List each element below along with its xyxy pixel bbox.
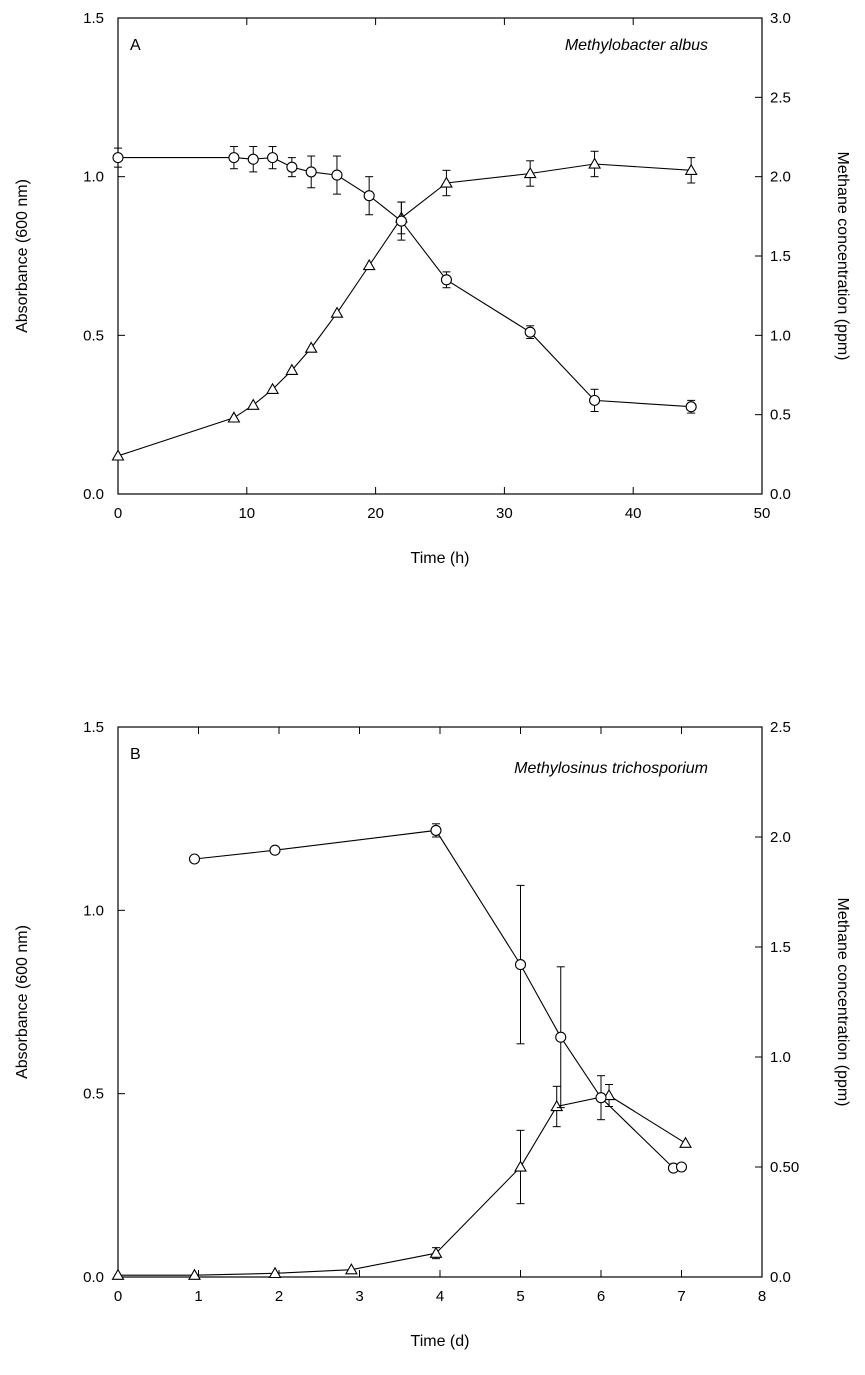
- circle-point: [440, 274, 452, 286]
- triangle-point: [588, 157, 602, 169]
- triangle-point: [684, 163, 698, 175]
- circle-point: [286, 161, 298, 173]
- y-right-tick-label: 1.5: [770, 248, 791, 265]
- triangle-point: [111, 1268, 125, 1280]
- triangle-point: [439, 176, 453, 188]
- circle-series-line: [194, 829, 682, 1169]
- y-right-tick-label: 0.0: [770, 486, 791, 503]
- x-tick-label: 3: [355, 1288, 363, 1305]
- triangle-point: [514, 1160, 527, 1172]
- x-tick-label: 1: [194, 1288, 202, 1305]
- y-right-tick-label: 1.0: [770, 327, 791, 344]
- triangle-point: [111, 449, 125, 461]
- plot-frame: [117, 726, 763, 1278]
- y-axis-right-title: Methane concentration (ppm): [834, 152, 851, 361]
- axis-ticks: 0 1 2 3 4 5 6 7 80.00.51.01.50.00.501.01.52.02.5: [83, 719, 799, 1305]
- circle-point: [524, 326, 536, 338]
- circle-point: [589, 394, 601, 406]
- triangle-series-line: [118, 1094, 686, 1276]
- circle-series-line: [118, 157, 692, 408]
- x-tick-label: 0: [114, 505, 122, 522]
- axis-ticks: 0 10 20 30 40 50 0.0 0.5 1.0 1.5 0.0 0.5 1.0 1.5 2.0 2.…: [83, 10, 791, 522]
- triangle-point: [246, 398, 260, 410]
- triangle-point: [429, 1246, 443, 1258]
- y-left-tick-label: 1.5: [83, 10, 104, 27]
- circle-point: [112, 152, 124, 164]
- plot-frame: [117, 17, 763, 495]
- circle-point: [363, 190, 375, 202]
- x-tick-label: 50: [754, 505, 771, 522]
- triangle-point: [550, 1099, 564, 1112]
- triangle-point: [330, 306, 344, 318]
- x-axis-title: Time (h): [411, 550, 470, 567]
- x-tick-label: 2: [275, 1288, 283, 1305]
- circle-point: [267, 152, 279, 164]
- y-right-tick-label: 1.5: [770, 939, 791, 956]
- x-tick-label: 6: [597, 1288, 605, 1305]
- x-tick-label: 4: [436, 1288, 444, 1305]
- circle-point: [395, 215, 407, 227]
- circle-point: [188, 853, 201, 865]
- triangle-point: [523, 166, 537, 179]
- y-axis-right-title: Methane concentration (ppm): [834, 898, 851, 1107]
- circle-point: [595, 1092, 607, 1104]
- circle-point: [555, 1031, 567, 1043]
- triangle-point: [362, 258, 376, 271]
- x-tick-label: 40: [625, 505, 642, 522]
- panel-label: A: [130, 37, 141, 54]
- x-tick-label: 0: [114, 1288, 122, 1305]
- y-right-tick-label: 0.5: [770, 407, 791, 424]
- y-right-tick-label: 2.0: [770, 829, 791, 846]
- species-annotation: Methylobacter albus: [565, 37, 708, 54]
- x-tick-label: 5: [516, 1288, 524, 1305]
- y-left-tick-label: 1.5: [83, 719, 104, 736]
- species-annotation: Methylosinus trichosporium: [514, 760, 708, 777]
- y-right-tick-label: 2.5: [770, 719, 791, 736]
- circle-point: [514, 959, 527, 971]
- circle-point: [430, 824, 442, 836]
- x-tick-label: 20: [367, 505, 384, 522]
- panel-a: A Methylobacter albus Time (h) Absorbanc…: [14, 10, 851, 567]
- x-tick-label: 8: [758, 1288, 766, 1305]
- triangle-point: [227, 411, 241, 423]
- circle-point: [675, 1161, 688, 1173]
- y-right-tick-label: 2.5: [770, 89, 791, 106]
- data-marks: [111, 146, 698, 461]
- y-left-tick-label: 0.5: [83, 327, 104, 344]
- x-tick-label: 10: [238, 505, 255, 522]
- y-right-tick-label: 0.50: [770, 1159, 799, 1176]
- y-left-tick-label: 0.0: [83, 1269, 104, 1286]
- triangle-point: [268, 1266, 282, 1279]
- y-right-tick-label: 0.0: [770, 1269, 791, 1286]
- x-tick-label: 30: [496, 505, 513, 522]
- triangle-series-line: [117, 163, 692, 457]
- y-right-tick-label: 1.0: [770, 1049, 791, 1066]
- y-left-tick-label: 0.0: [83, 486, 104, 503]
- circle-point: [228, 152, 240, 164]
- triangle-point: [285, 363, 299, 375]
- circle-point: [269, 844, 281, 856]
- triangle-point: [304, 341, 318, 353]
- data-marks: [111, 823, 692, 1280]
- y-left-tick-label: 1.0: [83, 169, 104, 186]
- panel-b: B Methylosinus trichosporium Time (d) Ab…: [14, 719, 851, 1350]
- y-right-tick-label: 3.0: [770, 10, 791, 27]
- y-left-tick-label: 1.0: [83, 902, 104, 919]
- triangle-point: [344, 1263, 358, 1275]
- triangle-point: [188, 1268, 201, 1280]
- circle-point: [685, 401, 697, 413]
- x-tick-label: 7: [677, 1288, 685, 1305]
- triangle-point: [266, 382, 280, 394]
- y-left-tick-label: 0.5: [83, 1086, 104, 1103]
- circle-point: [305, 166, 317, 178]
- y-right-tick-label: 2.0: [770, 169, 791, 186]
- y-axis-left-title: Absorbance (600 nm): [14, 925, 31, 1079]
- panel-label: B: [130, 746, 141, 763]
- x-axis-title: Time (d): [411, 1333, 470, 1350]
- circle-point: [247, 153, 259, 165]
- triangle-point: [679, 1136, 692, 1148]
- circle-point: [331, 169, 343, 181]
- y-axis-left-title: Absorbance (600 nm): [14, 179, 31, 333]
